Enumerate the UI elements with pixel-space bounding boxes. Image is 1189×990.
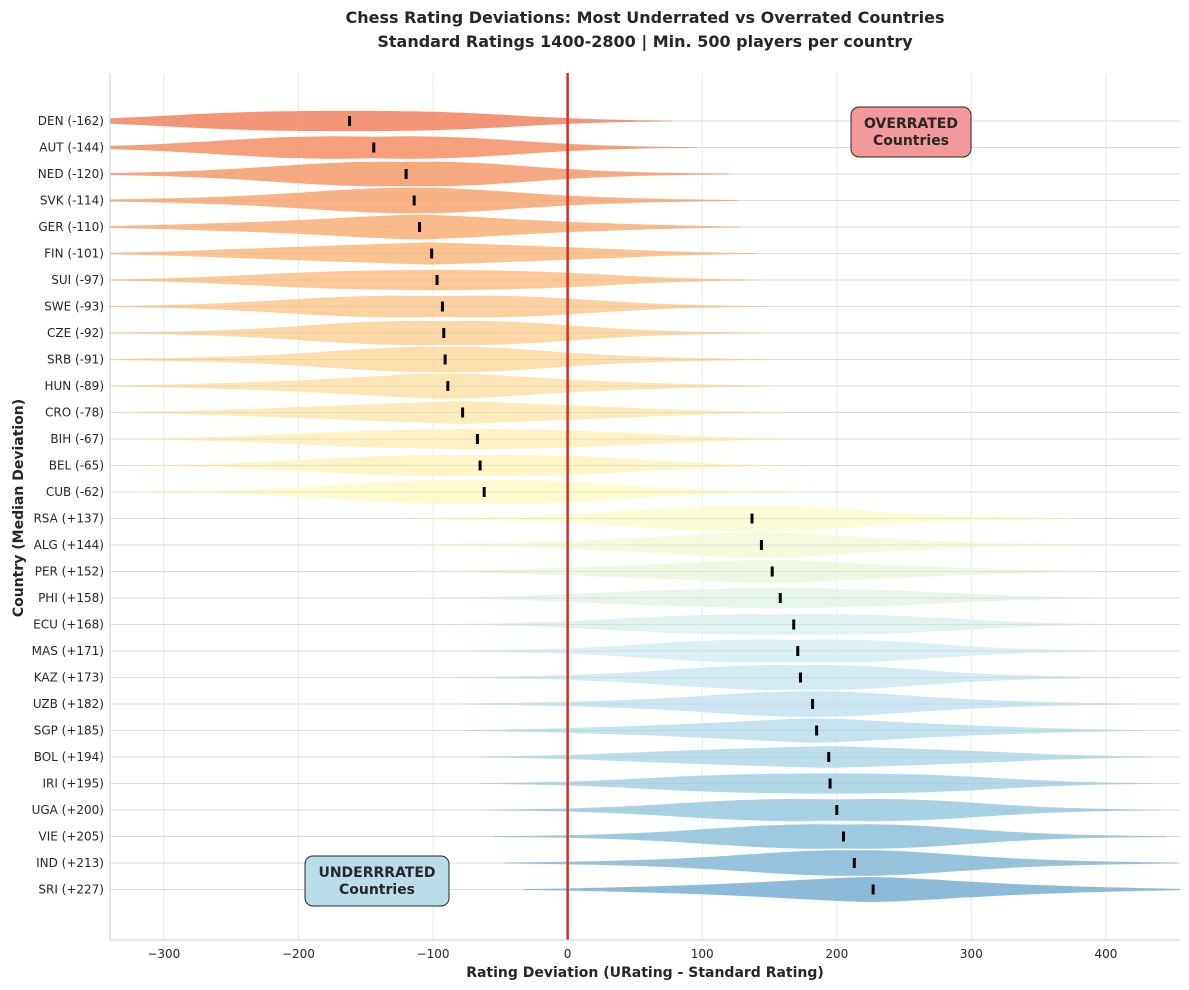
median-marker-cze xyxy=(442,328,446,338)
y-tick-label-aut: AUT (-144) xyxy=(39,141,104,155)
y-tick-label-sui: SUI (-97) xyxy=(51,273,104,287)
y-tick-label-uga: UGA (+200) xyxy=(32,803,104,817)
median-marker-alg xyxy=(759,540,763,550)
y-axis-label: Country (Median Deviation) xyxy=(11,399,27,617)
y-tick-label-mas: MAS (+171) xyxy=(32,644,104,658)
y-tick-label-cub: CUB (-62) xyxy=(46,485,104,499)
x-tick-label: −300 xyxy=(147,947,180,961)
x-tick-label: 200 xyxy=(825,947,848,961)
y-tick-label-phi: PHI (+158) xyxy=(38,591,104,605)
median-marker-fin xyxy=(430,248,434,259)
median-marker-cub xyxy=(482,487,486,497)
median-marker-cro xyxy=(461,407,465,418)
y-tick-label-ger: GER (-110) xyxy=(38,220,104,234)
violin-layer xyxy=(110,110,1180,902)
median-marker-kaz xyxy=(798,672,802,683)
x-tick-label: 300 xyxy=(960,947,983,961)
y-tick-label-cze: CZE (-92) xyxy=(47,326,104,340)
median-marker-sri xyxy=(871,884,875,895)
y-tick-label-alg: ALG (+144) xyxy=(34,538,104,552)
axes-layer xyxy=(109,73,1180,941)
median-marker-den xyxy=(348,116,352,126)
y-tick-label-bih: BIH (-67) xyxy=(50,432,104,446)
y-tick-label-bol: BOL (+194) xyxy=(34,750,104,764)
underrated-box-line1: UNDERRRATED xyxy=(318,865,435,881)
y-tick-label-sgp: SGP (+185) xyxy=(34,724,104,738)
y-tick-label-ind: IND (+213) xyxy=(36,856,104,870)
y-tick-label-srb: SRB (-91) xyxy=(47,353,104,367)
underrated-box: UNDERRRATED Countries xyxy=(304,855,450,907)
x-tick-label: 100 xyxy=(691,947,714,961)
median-marker-bih xyxy=(475,434,479,444)
median-marker-ned xyxy=(404,169,408,179)
median-marker-aut xyxy=(372,142,376,153)
underrated-box-line2: Countries xyxy=(339,882,415,898)
median-marker-sgp xyxy=(815,725,819,736)
y-tick-label-ecu: ECU (+168) xyxy=(33,618,104,632)
median-marker-svk xyxy=(412,195,416,206)
y-tick-label-hun: HUN (-89) xyxy=(44,379,104,393)
median-marker-bel xyxy=(478,460,482,471)
y-tick-labels: DEN (-162) AUT (-144) NED (-120) SVK (-114)… xyxy=(32,114,104,897)
y-tick-label-uzb: UZB (+182) xyxy=(33,697,104,711)
median-marker-srb xyxy=(443,354,447,365)
y-tick-label-ned: NED (-120) xyxy=(38,167,104,181)
median-marker-phi xyxy=(778,593,782,603)
median-marker-ecu xyxy=(792,619,796,630)
median-marker-swe xyxy=(440,301,444,312)
underrated-box-bg xyxy=(304,855,450,907)
x-tick-label: 0 xyxy=(564,947,572,961)
x-tick-label: 400 xyxy=(1095,947,1118,961)
median-marker-bol xyxy=(827,752,831,762)
chart-title: Chess Rating Deviations: Most Underrated… xyxy=(346,8,945,27)
y-tick-label-cro: CRO (-78) xyxy=(45,406,104,420)
y-tick-label-den: DEN (-162) xyxy=(38,114,104,128)
x-axis-label: Rating Deviation (URating - Standard Rat… xyxy=(466,965,824,981)
median-marker-vie xyxy=(842,831,846,842)
y-tick-label-vie: VIE (+205) xyxy=(39,830,104,844)
median-marker-iri xyxy=(828,778,832,789)
y-tick-label-bel: BEL (-65) xyxy=(49,459,104,473)
median-marker-uga xyxy=(835,805,839,815)
y-tick-label-fin: FIN (-101) xyxy=(44,247,104,261)
y-tick-label-svk: SVK (-114) xyxy=(40,194,104,208)
median-marker-ind xyxy=(852,858,856,868)
median-marker-hun xyxy=(446,381,450,391)
chart-subtitle: Standard Ratings 1400-2800 | Min. 500 pl… xyxy=(377,32,913,52)
y-tick-label-rsa: RSA (+137) xyxy=(33,512,104,526)
y-tick-label-kaz: KAZ (+173) xyxy=(34,671,104,685)
y-tick-label-per: PER (+152) xyxy=(35,565,104,579)
median-marker-mas xyxy=(796,646,800,656)
overrated-box-line1: OVERRATED xyxy=(864,116,958,132)
annotation-layer: OVERRATED Countries UNDERRRATED Countrie… xyxy=(304,106,972,907)
median-marker-ger xyxy=(418,222,422,232)
median-marker-uzb xyxy=(811,699,815,709)
y-tick-label-iri: IRI (+195) xyxy=(42,777,104,791)
y-tick-label-sri: SRI (+227) xyxy=(38,883,104,897)
x-tick-label: −100 xyxy=(417,947,450,961)
median-marker-rsa xyxy=(750,513,754,524)
median-marker-per xyxy=(770,566,774,577)
overrated-box-line2: Countries xyxy=(873,133,949,149)
median-layer xyxy=(348,116,875,895)
overrated-box-bg xyxy=(850,106,972,158)
median-marker-sui xyxy=(435,275,439,285)
x-tick-labels: −300 −200 −100 0 100 200 300 400 xyxy=(147,947,1117,961)
overrated-box: OVERRATED Countries xyxy=(850,106,972,158)
y-tick-label-swe: SWE (-93) xyxy=(44,300,104,314)
x-tick-label: −200 xyxy=(282,947,315,961)
